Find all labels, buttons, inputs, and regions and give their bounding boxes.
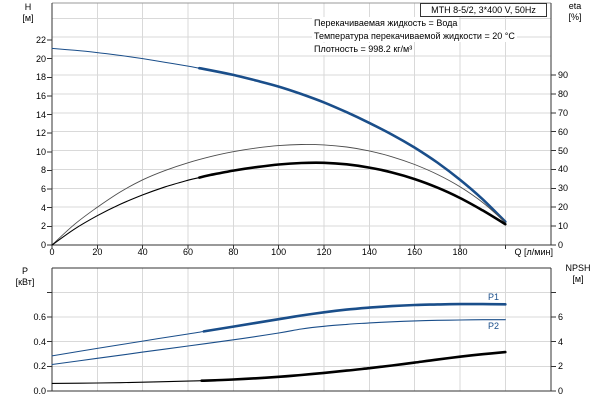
h-tick-label: 6	[40, 184, 46, 195]
q-tick-label: 120	[316, 247, 332, 257]
curve-eta-pump	[51, 144, 506, 246]
eta-axis-symbol: eta	[568, 1, 582, 11]
eta-axis-title: eta [%]	[558, 1, 592, 23]
q-tick-label: 40	[137, 247, 148, 257]
h-tick-label: 20	[35, 53, 46, 64]
eta-axis-unit: [%]	[568, 12, 582, 22]
curve-h-curve	[198, 66, 507, 223]
p-tick-label: 0.2	[33, 361, 46, 372]
q-tick-label: 60	[182, 247, 193, 257]
q-tick-label: 0	[49, 247, 55, 257]
eta-tick-label: 0	[558, 240, 564, 250]
h-tick-label: 4	[40, 202, 46, 213]
eta-tick-label: 20	[558, 202, 569, 213]
p-tick-label: 0.6	[33, 312, 46, 322]
q-tick-label: 180	[452, 247, 468, 257]
eta-tick-label: 50	[558, 145, 569, 156]
h-tick-label: 8	[40, 165, 46, 176]
eta-tick-label: 40	[558, 164, 569, 175]
annotation-fluid: Перекачиваемая жидкость = Вода	[312, 17, 460, 29]
eta-tick-label: 60	[558, 126, 569, 137]
annotation-temperature: Температура перекачиваемой жидкости = 20…	[312, 30, 517, 42]
h-axis-symbol: H	[24, 2, 32, 12]
eta-tick-label: 30	[558, 183, 569, 194]
p-axis-symbol: P	[21, 266, 28, 276]
curve-npsh-thin	[51, 380, 203, 384]
h-tick-label: 14	[35, 109, 46, 120]
q-tick-label: 20	[92, 247, 103, 257]
eta-tick-label: 80	[558, 88, 569, 99]
curve-p1-thin	[51, 330, 205, 357]
p-tick-label: 0.0	[33, 386, 46, 396]
npsh-axis-title: NPSH [м]	[556, 263, 600, 285]
q-tick-label: 160	[407, 247, 423, 257]
q-axis-label: Q [л/мин]	[514, 247, 553, 257]
p2-curve-label: P2	[488, 321, 500, 331]
curve-p2	[51, 319, 506, 366]
npsh-tick-label: 2	[558, 361, 564, 372]
eta-tick-label: 90	[558, 70, 569, 80]
h-tick-label: 18	[35, 72, 46, 83]
q-tick-label: 100	[271, 247, 287, 257]
npsh-axis-symbol: NPSH	[565, 263, 591, 273]
curve-eta-pump-motor	[198, 161, 507, 226]
curve-npsh	[200, 350, 507, 382]
annotation-density: Плотность = 998.2 кг/м³	[312, 43, 415, 55]
p-axis-unit: [кВт]	[15, 277, 35, 287]
npsh-axis-unit: [м]	[572, 274, 584, 284]
npsh-tick-label: 6	[558, 312, 564, 322]
h-tick-label: 10	[35, 146, 46, 157]
h-axis-unit: [м]	[22, 13, 34, 23]
q-tick-label: 140	[361, 247, 377, 257]
p-axis-title: P [кВт]	[8, 266, 42, 288]
h-tick-label: 16	[35, 90, 46, 101]
h-tick-label: 22	[35, 35, 46, 45]
pump-model-title: MTH 8-5/2, 3*400 V, 50Hz	[420, 3, 547, 17]
q-tick-label: 80	[228, 247, 239, 257]
h-axis-title: H [м]	[12, 2, 44, 24]
p-tick-label: 0.4	[33, 336, 46, 347]
curve-p1	[202, 302, 507, 333]
h-tick-label: 2	[40, 221, 46, 232]
h-tick-label: 0	[40, 240, 46, 250]
npsh-tick-label: 0	[558, 386, 564, 396]
npsh-tick-label: 4	[558, 336, 564, 347]
eta-tick-label: 70	[558, 107, 569, 118]
eta-tick-label: 10	[558, 221, 569, 232]
curve-eta-pump-motor-thin	[51, 177, 200, 246]
curve-h-curve-thin	[51, 47, 200, 69]
p1-curve-label: P1	[488, 292, 500, 302]
h-tick-label: 12	[35, 128, 46, 139]
